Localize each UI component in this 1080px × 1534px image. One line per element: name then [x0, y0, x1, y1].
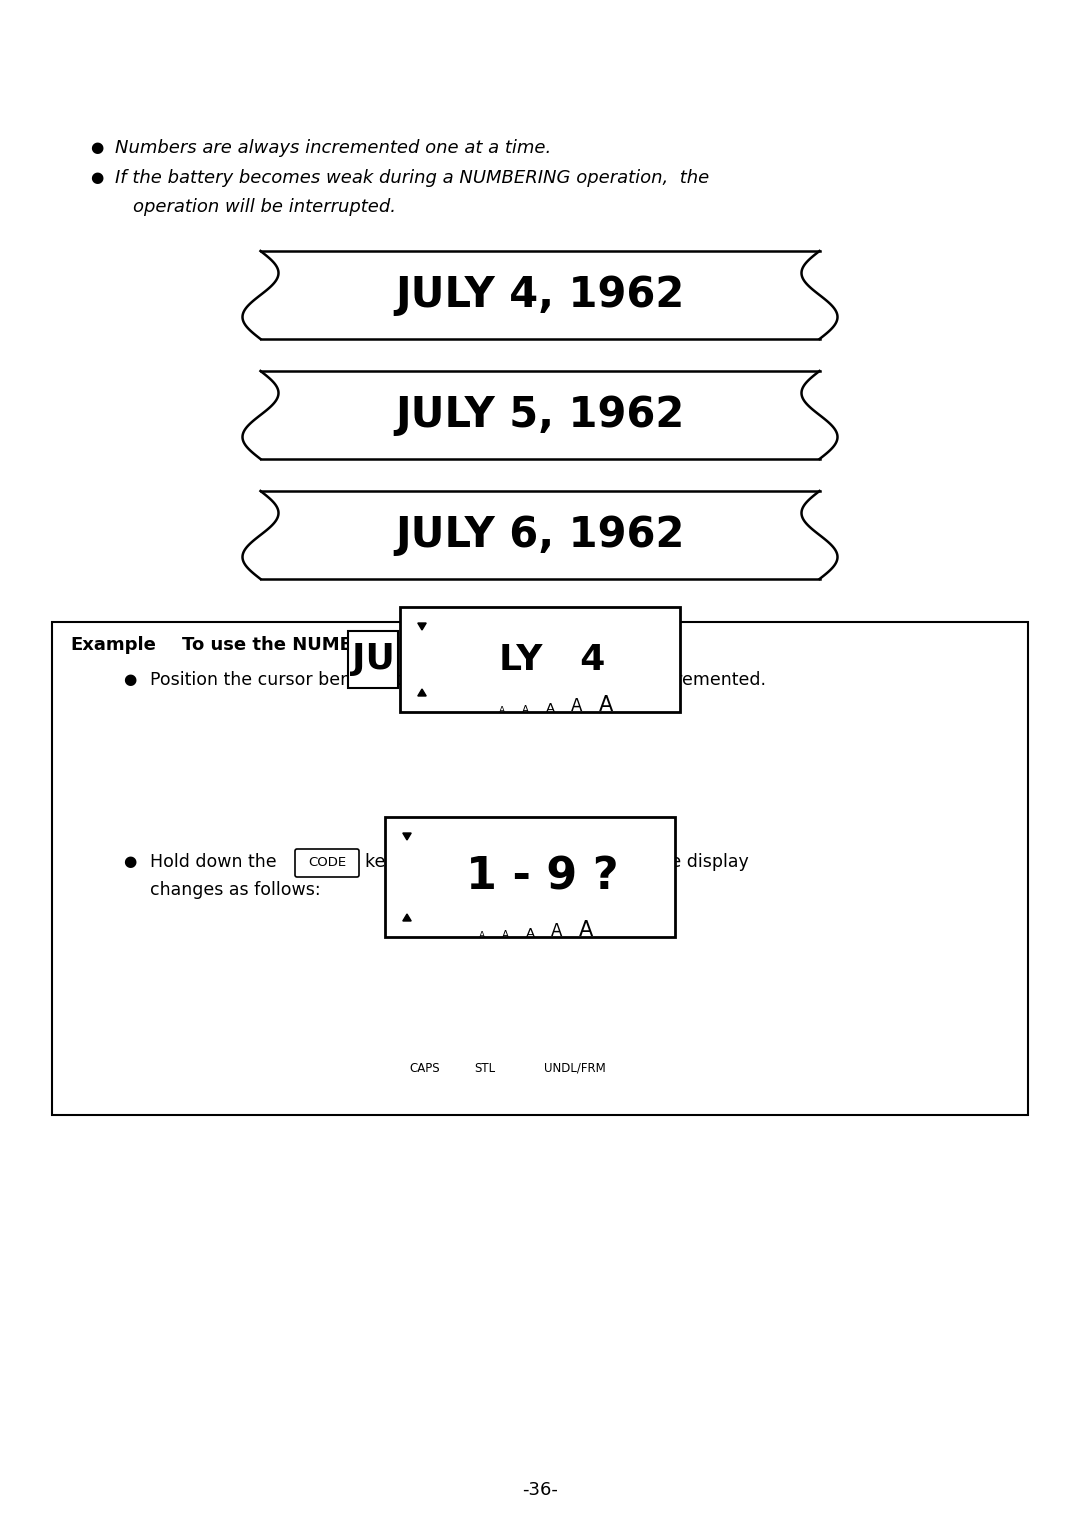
Text: A: A	[571, 696, 583, 715]
Text: A: A	[522, 706, 528, 715]
Polygon shape	[243, 252, 279, 339]
Text: operation will be interrupted.: operation will be interrupted.	[133, 198, 396, 216]
Text: UNDL/FRM: UNDL/FRM	[544, 1062, 606, 1074]
FancyBboxPatch shape	[295, 848, 359, 877]
Text: CAPS: CAPS	[424, 824, 456, 836]
Polygon shape	[403, 833, 411, 841]
Text: ●: ●	[123, 672, 137, 687]
Text: Hold down the: Hold down the	[150, 853, 276, 871]
Text: Position the cursor beneath the number in the text to be incremented.: Position the cursor beneath the number i…	[150, 670, 766, 689]
Polygon shape	[418, 623, 427, 630]
Text: STL: STL	[489, 824, 511, 836]
Bar	[384, 818, 675, 937]
Text: If the battery becomes weak during a NUMBERING operation,  the: If the battery becomes weak during a NUM…	[114, 169, 710, 187]
Text: A: A	[501, 930, 509, 940]
Polygon shape	[243, 491, 279, 578]
Bar	[52, 621, 1028, 1115]
Text: CODE: CODE	[308, 856, 346, 868]
Bar	[260, 371, 820, 459]
Text: ●: ●	[91, 170, 104, 186]
Text: A: A	[499, 706, 505, 715]
Text: key.  The display: key. The display	[604, 853, 748, 871]
Text: 1 - 9 ?: 1 - 9 ?	[465, 856, 619, 899]
Polygon shape	[403, 914, 411, 920]
Text: CAPS: CAPS	[409, 1062, 441, 1074]
Polygon shape	[801, 252, 837, 339]
Text: A: A	[579, 920, 593, 940]
Text: ●: ●	[123, 854, 137, 870]
Text: UNDL/FRM: UNDL/FRM	[559, 824, 621, 836]
Polygon shape	[801, 371, 837, 459]
Text: JULY 5, 1962: JULY 5, 1962	[395, 394, 685, 436]
Polygon shape	[801, 491, 837, 578]
Text: LY   4: LY 4	[499, 643, 605, 676]
Text: A: A	[478, 931, 485, 940]
Text: ●: ●	[91, 141, 104, 155]
Text: JULY 6, 1962: JULY 6, 1962	[395, 514, 685, 555]
Bar	[400, 607, 680, 712]
Bar	[260, 491, 820, 578]
Text: A: A	[551, 922, 563, 940]
Text: changes as follows:: changes as follows:	[150, 881, 321, 899]
Text: Example: Example	[70, 637, 156, 653]
Polygon shape	[243, 371, 279, 459]
Text: A: A	[526, 927, 535, 940]
Text: STL: STL	[474, 1062, 496, 1074]
Polygon shape	[418, 689, 427, 696]
Text: JU: JU	[352, 643, 394, 676]
FancyBboxPatch shape	[540, 848, 598, 877]
Text: JULY 4, 1962: JULY 4, 1962	[395, 275, 685, 316]
Text: To use the NUMBERING function:: To use the NUMBERING function:	[183, 637, 513, 653]
Text: A: A	[545, 703, 554, 715]
Text: Q: Q	[565, 861, 572, 870]
Text: key and press the: key and press the	[365, 853, 521, 871]
Text: Numbers are always incremented one at a time.: Numbers are always incremented one at a …	[114, 140, 551, 156]
Text: A: A	[599, 695, 613, 715]
Text: -36-: -36-	[522, 1480, 558, 1499]
Text: NUMBER: NUMBER	[550, 853, 589, 862]
Bar	[348, 630, 399, 689]
Bar	[260, 252, 820, 339]
